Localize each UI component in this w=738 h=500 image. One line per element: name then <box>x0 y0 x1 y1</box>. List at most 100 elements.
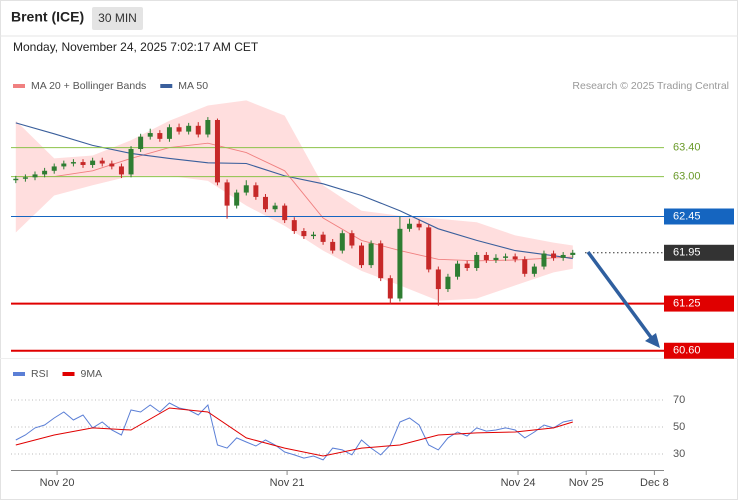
candle-body <box>349 233 355 246</box>
level-label-box <box>664 244 734 261</box>
candle-body <box>445 276 451 290</box>
candle-body <box>157 133 163 139</box>
datetime: Monday, November 24, 2025 7:02:17 AM CET <box>13 40 259 54</box>
legend-swatch <box>13 84 25 88</box>
y-tick-label: 30 <box>673 448 685 460</box>
candle-body <box>378 243 384 279</box>
candle-body <box>234 192 240 206</box>
candle-body <box>570 252 576 255</box>
candle-body <box>483 254 489 261</box>
candle-body <box>522 259 528 274</box>
y-tick-label: 50 <box>673 421 685 433</box>
credit: Research © 2025 Trading Central <box>572 80 729 92</box>
candle-body <box>195 125 201 135</box>
candle-body <box>493 257 499 261</box>
candle-body <box>397 228 403 299</box>
candle-body <box>387 278 393 299</box>
interval-button[interactable] <box>92 7 143 30</box>
candle-body <box>359 245 365 266</box>
legend-label: 9MA <box>81 368 103 380</box>
bollinger-band <box>15 100 573 301</box>
candle-body <box>138 136 144 150</box>
level-label: 63.40 <box>673 141 701 153</box>
interval-label[interactable]: 30 MIN <box>98 11 137 25</box>
candle-body <box>272 205 278 210</box>
candle-body <box>243 185 249 193</box>
price-panel: 63.40 63.00 62.45 61.95 61.25 60.60 MA 20 + Bo… <box>11 80 734 359</box>
legend-swatch <box>160 84 173 88</box>
candle-body <box>320 234 326 242</box>
candle-body <box>551 253 557 258</box>
candle-body <box>109 163 115 167</box>
candle-body <box>253 185 259 197</box>
level-label: 61.25 <box>673 297 701 309</box>
legend-swatch <box>62 372 75 376</box>
candle-body <box>531 266 537 274</box>
projection-arrow <box>586 250 655 342</box>
legend-swatch <box>13 372 25 376</box>
candle-body <box>118 166 124 175</box>
x-tick-label: Nov 25 <box>569 477 604 489</box>
candle-body <box>176 127 182 132</box>
candle-body <box>407 223 413 229</box>
indicator-line <box>15 407 573 457</box>
level-label: 61.95 <box>673 247 701 259</box>
candle-body <box>560 254 566 258</box>
level-label: 60.60 <box>673 345 701 357</box>
projection-arrowhead <box>645 333 660 348</box>
candle-body <box>282 205 288 221</box>
level-label-box <box>664 342 734 359</box>
legend-label: MA 50 <box>178 80 208 92</box>
candle-body <box>262 196 268 210</box>
instrument-title: Brent (ICE) <box>11 9 84 25</box>
candle-body <box>51 166 57 171</box>
candle-body <box>426 227 432 270</box>
candle-body <box>224 182 230 206</box>
candle-body <box>42 170 48 175</box>
candle-body <box>13 178 19 181</box>
candle-body <box>541 253 547 267</box>
candle-body <box>186 125 192 132</box>
x-tick-label: Nov 21 <box>270 477 305 489</box>
candle-body <box>330 241 336 251</box>
candle-body <box>70 162 76 164</box>
candle-body <box>205 119 211 135</box>
candle-body <box>474 254 480 269</box>
candle-body <box>416 223 422 228</box>
level-label: 63.00 <box>673 170 701 182</box>
rsi-panel: 70 50 30 Nov 20 Nov 21 Nov 24 Nov 25 Dec 8 RSI 9M… <box>11 368 685 489</box>
legend-label: RSI <box>31 368 49 380</box>
candle-body <box>435 269 441 290</box>
candle-body <box>301 231 307 237</box>
legend-label: MA 20 + Bollinger Bands <box>31 80 146 92</box>
candle-body <box>464 263 470 269</box>
candle-body <box>61 163 67 167</box>
candle-body <box>22 177 28 179</box>
candle-body <box>339 233 345 251</box>
x-tick-label: Nov 20 <box>40 477 75 489</box>
candle-body <box>99 160 105 164</box>
x-tick-label: Dec 8 <box>640 477 669 489</box>
level-label: 62.45 <box>673 210 701 222</box>
candle-body <box>147 133 153 137</box>
candle-body <box>310 234 316 237</box>
indicator-line <box>15 402 573 461</box>
y-tick-label: 70 <box>673 394 685 406</box>
candle-body <box>291 220 297 232</box>
level-label-box <box>664 208 734 225</box>
candle-body <box>90 160 96 165</box>
level-label-box <box>664 295 734 312</box>
candle-body <box>166 127 172 139</box>
candle-body <box>32 174 38 178</box>
candle-body <box>503 256 509 258</box>
candle-body <box>455 263 461 277</box>
x-tick-label: Nov 24 <box>501 477 536 489</box>
candle-body <box>128 149 134 175</box>
moving-average-line <box>15 122 573 260</box>
candle-body <box>80 162 86 165</box>
candle-body <box>368 243 374 266</box>
candle-body <box>512 256 518 260</box>
candle-body <box>214 119 220 183</box>
